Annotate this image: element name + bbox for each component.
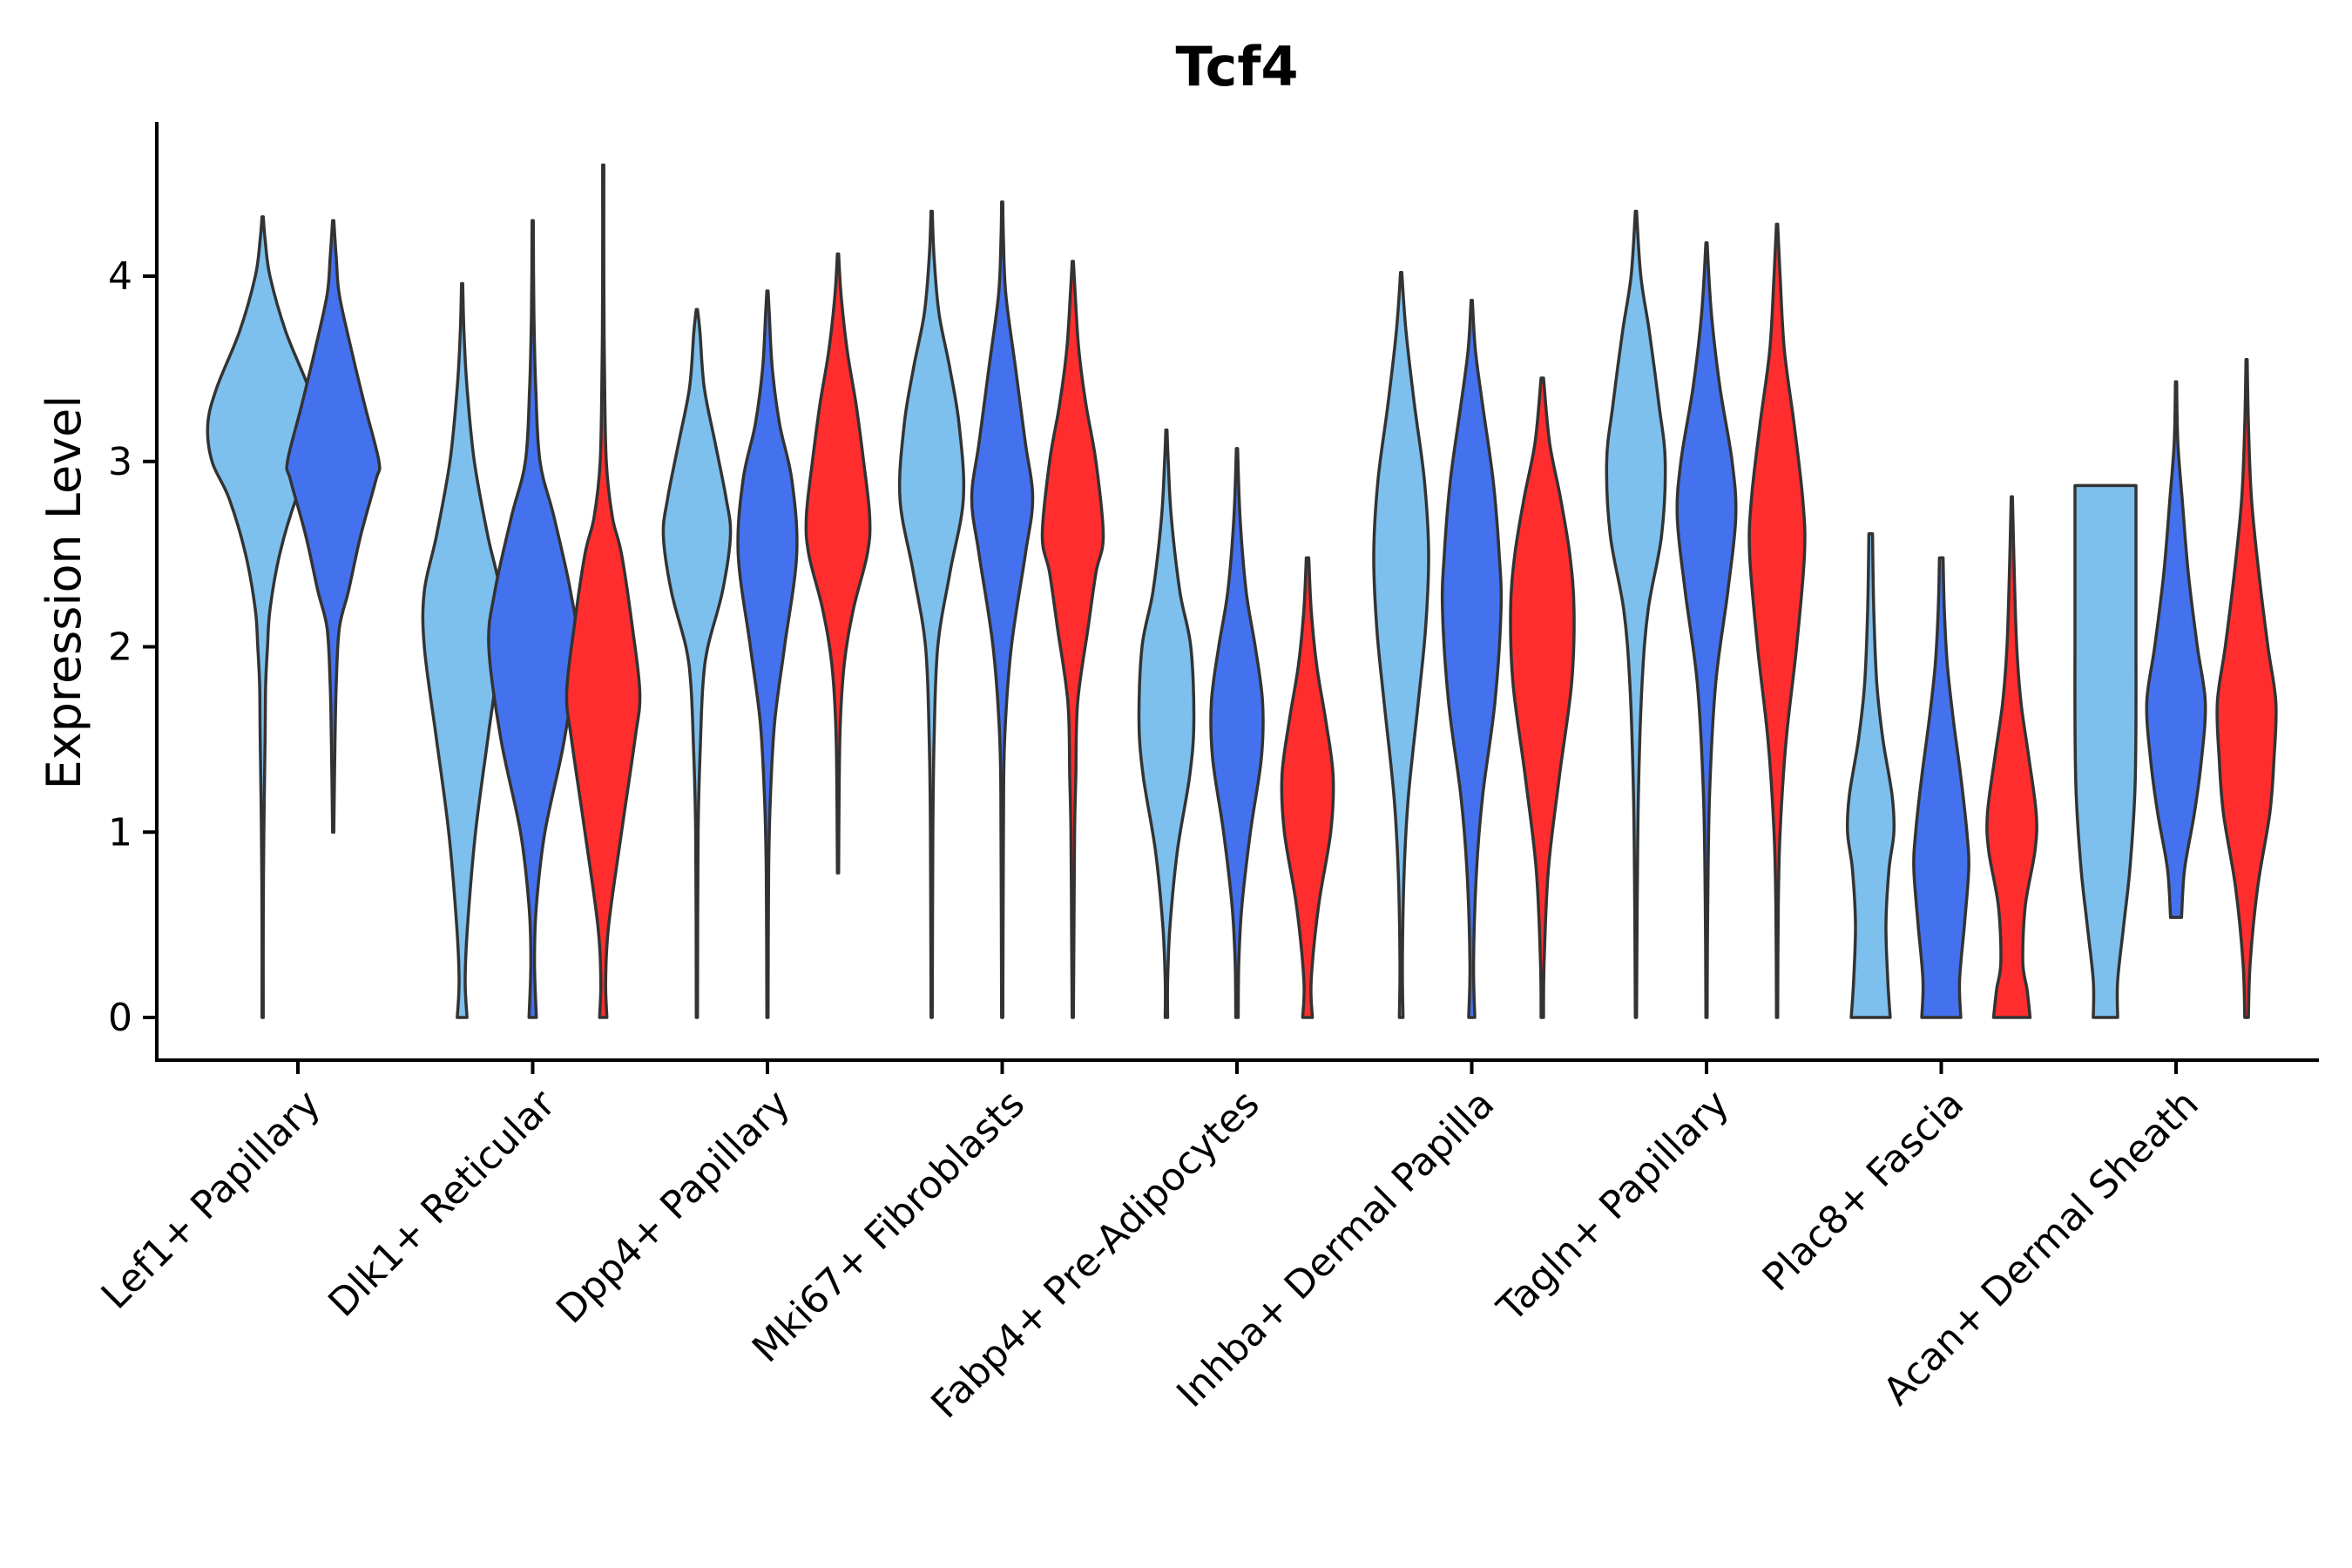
violin-8-1	[2145, 380, 2207, 919]
violin-5-0	[1372, 270, 1430, 1019]
violin-4-1	[1209, 447, 1265, 1019]
violin-2-1	[736, 289, 799, 1019]
violin-6-1	[1675, 240, 1738, 1019]
violin-8-2	[2215, 357, 2278, 1019]
y-tick-label: 0	[108, 996, 132, 1040]
violin-5-2	[1509, 376, 1576, 1019]
violin-7-2	[1985, 495, 2038, 1019]
violin-7-0	[1845, 531, 1896, 1019]
violin-1-0	[421, 281, 504, 1019]
violin-3-0	[897, 209, 966, 1019]
y-tick-label: 3	[108, 440, 132, 484]
x-tick-label: Dlk1+ Reticular	[320, 1081, 564, 1326]
y-tick-label: 4	[108, 254, 132, 299]
y-ticks: 0 1 2 3 4	[108, 254, 157, 1040]
y-axis-label: Expression Level	[37, 395, 91, 790]
violin-2-0	[661, 308, 733, 1019]
violin-0-1	[285, 219, 382, 835]
violin-3-1	[970, 200, 1035, 1019]
violin-4-0	[1137, 428, 1196, 1019]
violin-layer	[206, 163, 2278, 1019]
violin-3-2	[1040, 260, 1105, 1019]
y-tick-label: 1	[108, 810, 132, 855]
violin-1-2	[564, 163, 642, 1019]
y-tick-label: 2	[108, 625, 132, 670]
x-tick-label: Dpp4+ Papillary	[548, 1082, 799, 1333]
violin-4-2	[1280, 556, 1335, 1019]
violin-6-2	[1747, 222, 1807, 1019]
x-tick-label: Tagln+ Papillary	[1489, 1082, 1738, 1331]
chart-title: Tcf4	[1176, 35, 1299, 98]
x-tick-label: Plac8+ Fascia	[1754, 1082, 1973, 1301]
violin-6-0	[1605, 209, 1667, 1019]
x-tick-label: Lef1+ Papillary	[93, 1082, 329, 1318]
violin-1-1	[487, 219, 578, 1019]
violin-8-0	[2073, 483, 2138, 1019]
violin-7-1	[1912, 556, 1970, 1019]
violin-5-1	[1440, 298, 1504, 1019]
violin-2-2	[804, 252, 872, 875]
violin-0-0	[206, 215, 320, 1019]
